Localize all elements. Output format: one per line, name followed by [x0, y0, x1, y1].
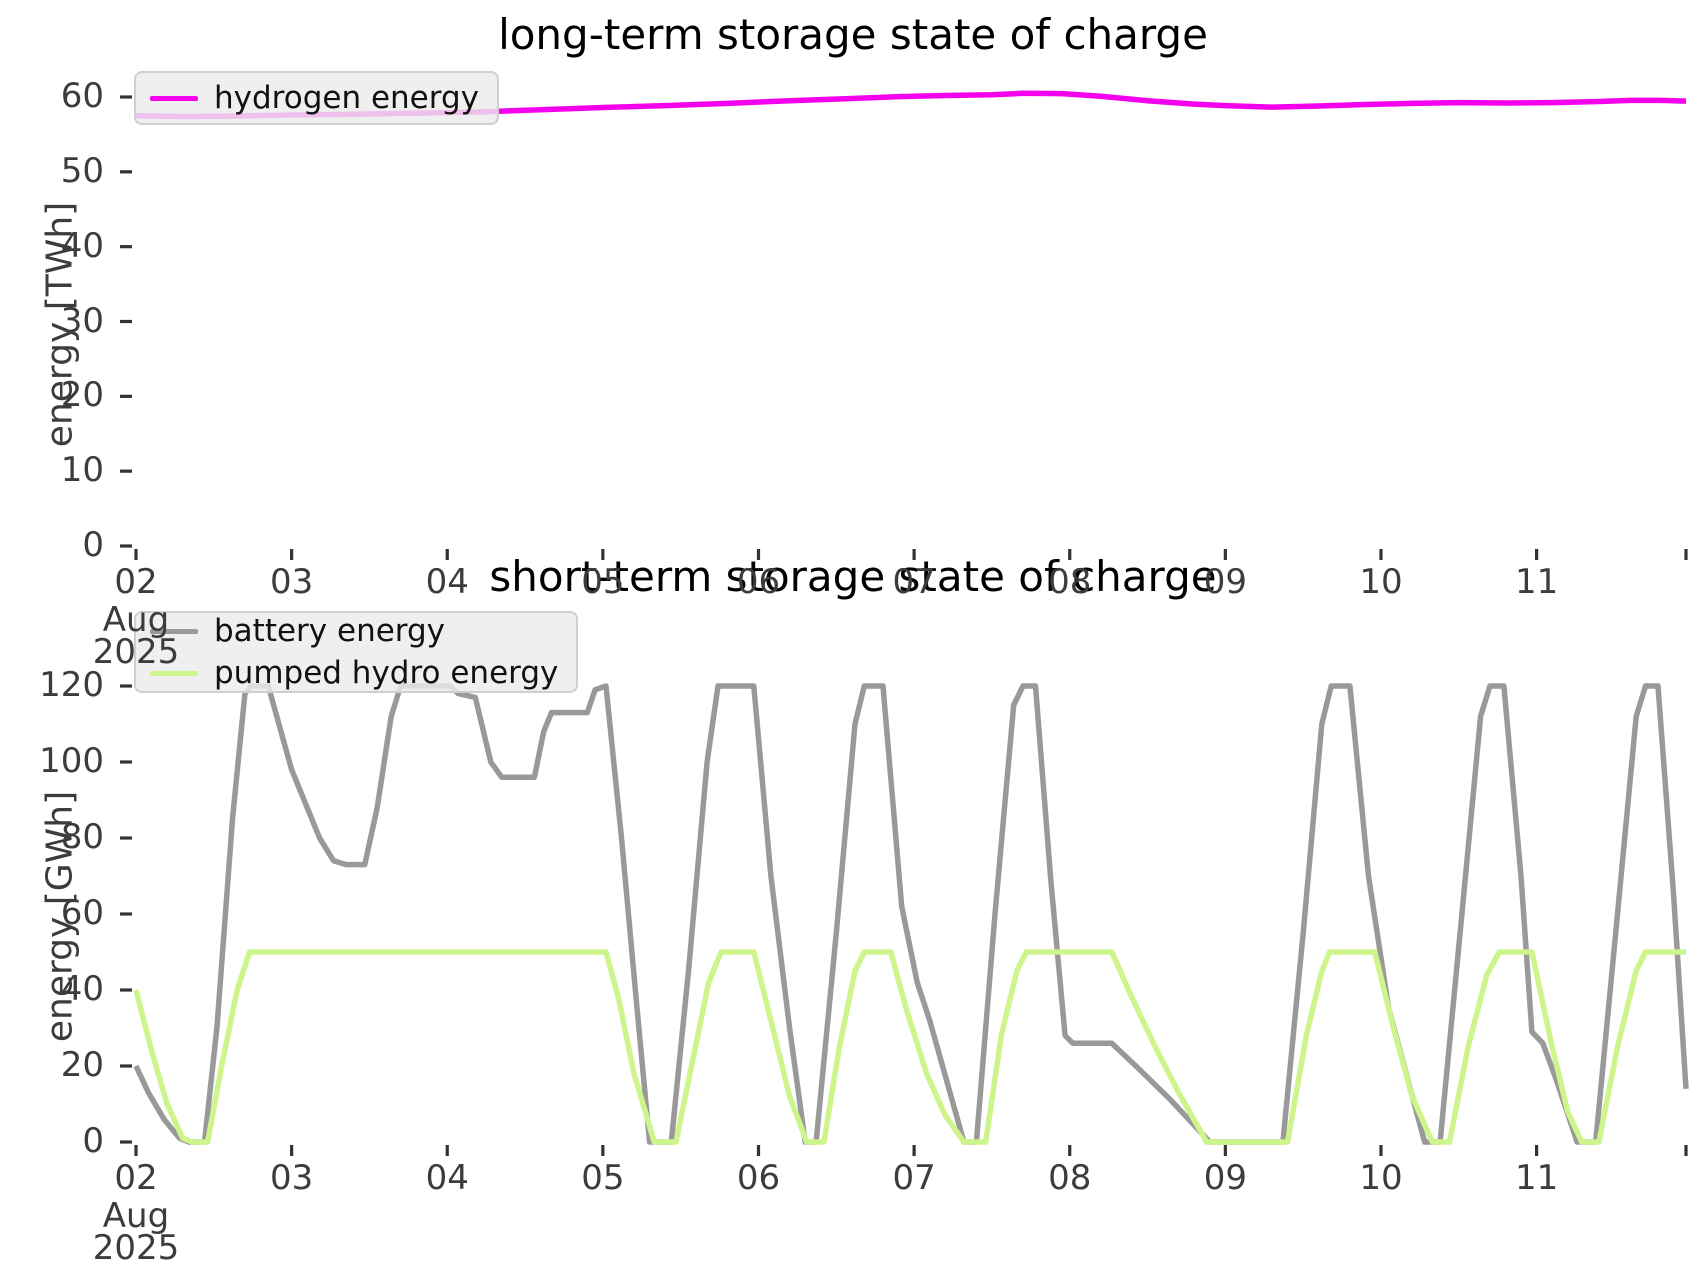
- legend-item-pumped-hydro-energy: pumped hydro energy: [150, 655, 558, 691]
- y-tick-label: 40: [60, 225, 104, 266]
- x-tick-label: 08: [1048, 562, 1092, 602]
- y-tick-label: 50: [60, 150, 104, 191]
- y-tick-label: 120: [39, 665, 104, 705]
- x-tick-label: 04: [425, 1158, 469, 1198]
- x-tick-label: 02: [114, 562, 158, 602]
- x-tick-label: 07: [892, 562, 936, 602]
- pumped-hydro-energy-line: [133, 949, 1686, 1145]
- x-tick-label: 03: [269, 562, 314, 602]
- legend-long-term: hydrogen energy: [134, 71, 499, 125]
- x-tick-label: 04: [425, 562, 469, 602]
- battery-energy-line: [133, 683, 1689, 1145]
- x-tick-label: 06: [736, 562, 781, 602]
- x-tick-label: 06: [736, 1158, 781, 1198]
- y-tick-label: 60: [60, 76, 104, 116]
- x-axis-period-label: 2025: [92, 1228, 180, 1268]
- legend-item-battery-energy: battery energy: [150, 613, 558, 649]
- x-tick-label: 03: [269, 1158, 314, 1198]
- x-tick-label: 11: [1514, 562, 1559, 602]
- x-tick-label: 05: [581, 1158, 625, 1198]
- y-tick-label: 60: [60, 893, 104, 933]
- x-tick-label: 10: [1359, 1158, 1403, 1198]
- y-tick-label: 30: [60, 300, 104, 341]
- legend-label-battery-energy: battery energy: [214, 613, 446, 649]
- y-tick-label: 40: [60, 969, 104, 1009]
- y-tick-label: 80: [60, 817, 104, 857]
- x-tick-label: 09: [1203, 1158, 1247, 1198]
- x-tick-label: 11: [1514, 1158, 1559, 1198]
- y-tick-label: 100: [39, 741, 104, 781]
- y-tick-label: 0: [82, 525, 104, 565]
- title-short-term-chart: short-term storage state of charge: [489, 552, 1217, 601]
- y-tick-label: 0: [82, 1121, 104, 1161]
- legend-short-term: battery energy pumped hydro energy: [134, 611, 579, 693]
- y-tick-label: 10: [60, 450, 104, 491]
- x-tick-label: 08: [1048, 1158, 1092, 1198]
- x-tick-label: 07: [892, 1158, 936, 1198]
- x-axis-period-label: Aug: [102, 600, 170, 640]
- pumped-hydro-energy-swatch: [150, 670, 198, 676]
- y-tick-label: 20: [60, 1045, 104, 1085]
- x-tick-label: 09: [1203, 562, 1247, 602]
- legend-label-hydrogen-energy: hydrogen energy: [214, 80, 479, 116]
- legend-label-pumped-hydro-energy: pumped hydro energy: [214, 655, 559, 691]
- title-long-term-chart: long-term storage state of charge: [498, 10, 1208, 59]
- battery-energy-swatch: [150, 628, 198, 634]
- x-axis-period-label: Aug: [102, 1196, 170, 1236]
- x-axis-period-label: 2025: [92, 632, 180, 672]
- y-tick-label: 20: [60, 375, 104, 416]
- x-tick-label: 02: [114, 1158, 158, 1198]
- x-tick-label: 05: [581, 562, 625, 602]
- hydrogen-energy-swatch: [150, 95, 198, 101]
- x-tick-label: 10: [1359, 562, 1403, 602]
- legend-item-hydrogen-energy: hydrogen energy: [150, 80, 479, 116]
